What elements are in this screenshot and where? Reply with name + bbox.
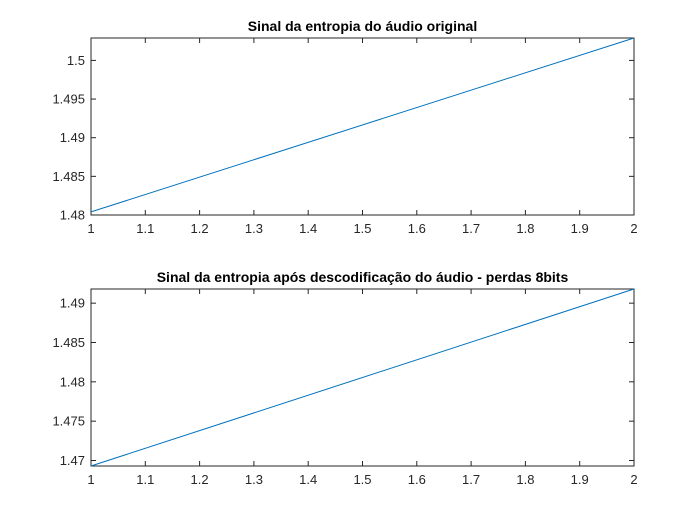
x-tick-label: 1.5	[353, 221, 371, 236]
y-tick-label: 1.47	[60, 453, 85, 468]
x-tick-label: 1.1	[136, 472, 154, 487]
x-tick-label: 1.3	[245, 221, 263, 236]
x-tick-label: 1.8	[516, 472, 534, 487]
x-tick-label: 1.7	[462, 221, 480, 236]
x-tick-label: 1.4	[299, 221, 317, 236]
x-tick-label: 1.1	[136, 221, 154, 236]
x-tick-label: 2	[630, 472, 637, 487]
x-tick-label: 1	[87, 472, 94, 487]
x-tick-label: 1	[87, 221, 94, 236]
chart-title-1: Sinal da entropia do áudio original	[248, 18, 477, 34]
x-tick-label: 1.5	[353, 472, 371, 487]
y-tick-label: 1.495	[52, 92, 85, 107]
x-tick-label: 1.9	[571, 472, 589, 487]
x-tick-label: 1.9	[571, 221, 589, 236]
y-tick-label: 1.485	[52, 169, 85, 184]
x-tick-label: 1.6	[408, 221, 426, 236]
series-line-2	[90, 288, 635, 467]
y-tick-label: 1.5	[67, 53, 85, 68]
y-tick-label: 1.49	[60, 296, 85, 311]
series-line-1	[90, 37, 635, 213]
y-tick-label: 1.48	[60, 208, 85, 223]
x-tick-label: 1.2	[191, 472, 209, 487]
y-tick-label: 1.485	[52, 335, 85, 350]
x-tick-label: 1.3	[245, 472, 263, 487]
x-tick-label: 1.7	[462, 472, 480, 487]
y-tick-label: 1.475	[52, 414, 85, 429]
x-tick-label: 1.2	[191, 221, 209, 236]
x-tick-label: 1.6	[408, 472, 426, 487]
chart-title-2: Sinal da entropia após descodificação do…	[157, 269, 569, 285]
subplot-2: 1 1.1 1.2 1.3 1.4 1.5 1.6 1.7 1.8 1.9 2 1.47 1.475 1.…	[52, 269, 637, 487]
y-tick-label: 1.49	[60, 130, 85, 145]
x-tick-label: 1.8	[516, 221, 534, 236]
x-tick-label: 2	[630, 221, 637, 236]
subplot-1: 1 1.1 1.2 1.3 1.4 1.5 1.6 1.7 1.8 1.9 2 1.48 1.485 1.…	[52, 18, 637, 236]
x-tick-label: 1.4	[299, 472, 317, 487]
y-tick-label: 1.48	[60, 374, 85, 389]
